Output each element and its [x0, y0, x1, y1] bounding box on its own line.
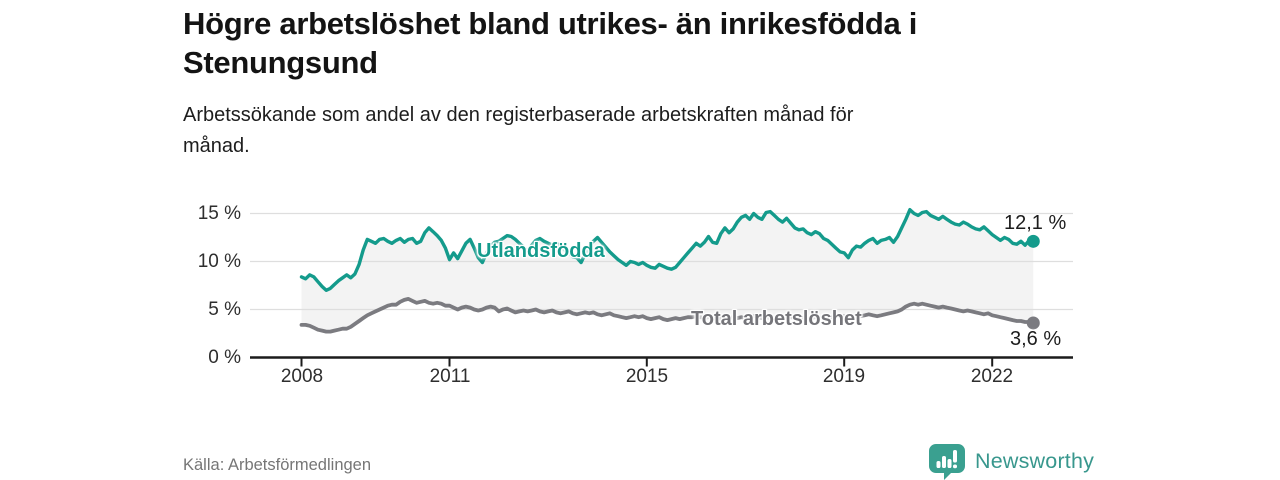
end-value-total-arbetsloshet: 3,6 % — [1010, 328, 1062, 350]
newsworthy-wordmark: Newsworthy — [975, 449, 1095, 473]
series-label-utlandsfodda: Utlandsfödda — [477, 240, 605, 262]
newsworthy-bubble-chart-icon — [929, 444, 965, 480]
chart-subtitle: Arbetssökande som andel av den registerb… — [183, 104, 854, 157]
x-tick-2008: 2008 — [280, 366, 324, 387]
x-tick-2015: 2015 — [625, 366, 669, 387]
y-tick-10: 10 % — [197, 251, 241, 272]
page-title: Högre arbetslöshet bland utrikes- än inr… — [183, 6, 918, 80]
y-tick-15: 15 % — [197, 203, 241, 224]
x-tick-2011: 2011 — [429, 366, 471, 387]
x-tick-2019: 2019 — [822, 366, 866, 387]
series-label-total-arbetsloshet: Total arbetslöshet — [691, 308, 862, 330]
source-note: Källa: Arbetsförmedlingen — [183, 456, 372, 474]
y-tick-5: 5 % — [208, 299, 241, 320]
y-tick-0: 0 % — [208, 347, 241, 368]
end-value-utlandsfodda: 12,1 % — [1004, 212, 1067, 234]
x-tick-2022: 2022 — [970, 366, 1014, 387]
newsworthy-logo: Newsworthy — [928, 443, 1094, 480]
